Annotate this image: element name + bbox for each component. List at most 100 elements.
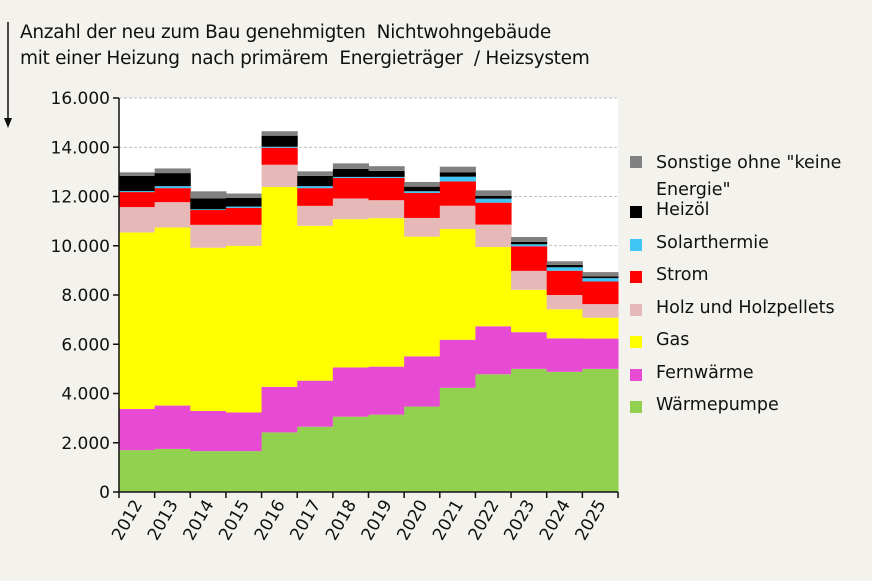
legend-item: Wärmepumpe: [630, 395, 870, 428]
bar-segment-gas: [582, 317, 619, 339]
bar-segment-solarthermie: [439, 176, 476, 182]
bar-segment-fernwärme: [404, 356, 441, 407]
x-tick-label: 2020: [393, 497, 432, 544]
legend-label: Gas: [656, 330, 690, 350]
bar-segment-heizöl: [368, 170, 405, 177]
bar-segment-strom: [154, 188, 191, 203]
bar-segment-holz: [404, 217, 441, 237]
legend-item: Strom: [630, 265, 870, 298]
bar-segment-holz: [154, 202, 191, 228]
bar-segment-wärmepumpe: [511, 368, 548, 492]
bar-segment-holz: [546, 295, 583, 310]
bar-segment-solarthermie: [297, 186, 334, 189]
legend-label: Sonstige ohne "keine Energie": [656, 153, 842, 200]
bar-segment-strom: [225, 207, 263, 225]
x-tick-label: 2025: [572, 497, 611, 544]
bar-segment-sonstige: [190, 191, 227, 199]
legend-label: Heizöl: [656, 200, 710, 220]
bar-segment-heizöl: [119, 175, 156, 192]
y-tick-label: 14.000: [51, 138, 110, 158]
legend: Sonstige ohne "keine Energie" Heizöl Solar…: [630, 150, 870, 428]
bar-segment-gas: [190, 247, 227, 411]
bar-segment-heizöl: [582, 276, 619, 279]
bar-segment-strom: [404, 192, 441, 218]
y-tick-label: 0: [99, 483, 110, 503]
bar-segment-wärmepumpe: [261, 432, 298, 492]
bar-segment-gas: [546, 309, 583, 339]
bar-segment-sonstige: [297, 171, 334, 176]
bar-segment-gas: [404, 236, 441, 357]
bar-segment-solarthermie: [154, 186, 191, 189]
y-tick-label: 8.000: [61, 286, 110, 306]
bar-segment-holz: [190, 224, 227, 248]
bar-segment-fernwärme: [546, 338, 583, 372]
x-tick-label: 2024: [536, 497, 575, 544]
y-tick-label: 10.000: [51, 237, 110, 257]
arrow-down-icon: [4, 118, 12, 128]
legend-label: Holz und Holzpellets: [656, 297, 835, 318]
bar-segment-strom: [119, 192, 156, 208]
x-tick-label: 2021: [429, 497, 468, 544]
x-tick-label: 2017: [286, 497, 325, 544]
bar-segment-strom: [546, 270, 583, 295]
bar-segment-sonstige: [261, 131, 298, 136]
bar-segment-sonstige: [404, 181, 441, 187]
bar-segment-heizöl: [439, 172, 476, 177]
bar-segment-wärmepumpe: [439, 387, 476, 492]
bar-segment-sonstige: [439, 166, 476, 173]
bar-segment-fernwärme: [332, 367, 369, 417]
bar-segment-fernwärme: [261, 386, 298, 433]
bar-segment-holz: [511, 270, 548, 290]
bar-segment-sonstige: [368, 166, 405, 171]
bar-segment-holz: [582, 304, 619, 318]
bar-segment-sonstige: [332, 163, 369, 169]
bar-segment-fernwärme: [439, 339, 476, 388]
bar-segment-wärmepumpe: [225, 451, 263, 492]
bar-segment-wärmepumpe: [154, 448, 191, 492]
bar-segment-sonstige: [225, 193, 263, 198]
bar-segment-wärmepumpe: [582, 368, 619, 492]
legend-item: Gas: [630, 330, 870, 363]
chart-title-line-2: mit einer Heizung nach primärem Energiet…: [20, 48, 590, 69]
bar-segment-fernwärme: [582, 338, 619, 369]
bar-segment-holz: [261, 164, 298, 187]
legend-swatch: [630, 206, 642, 218]
bar-segment-fernwärme: [154, 405, 191, 449]
bar-segment-fernwärme: [475, 326, 512, 375]
bar-segment-gas: [261, 186, 298, 387]
legend-swatch: [630, 401, 642, 413]
bar-segment-wärmepumpe: [190, 451, 227, 492]
x-tick-label: 2013: [144, 497, 183, 544]
x-tick-label: 2014: [179, 497, 218, 544]
bar-segment-sonstige: [119, 172, 156, 176]
bar-segment-holz: [439, 205, 476, 230]
bar-segment-sonstige: [511, 237, 548, 242]
bar-segment-fernwärme: [119, 409, 156, 451]
bar-segment-fernwärme: [190, 410, 227, 452]
legend-item: Heizöl: [630, 200, 870, 233]
bar-segment-holz: [297, 205, 334, 226]
legend-swatch: [630, 271, 642, 283]
bar-segment-solarthermie: [404, 191, 441, 193]
bar-segment-holz: [368, 200, 405, 219]
bar-segment-gas: [154, 227, 191, 406]
bar-segment-holz: [225, 224, 263, 246]
y-tick-label: 6.000: [61, 335, 110, 355]
bar-segment-holz: [475, 224, 512, 247]
legend-swatch: [630, 238, 642, 251]
bar-segment-heizöl: [332, 168, 369, 177]
bar-segment-fernwärme: [511, 332, 548, 369]
y-tick-label: 2.000: [61, 434, 110, 454]
chart-title-line-1: Anzahl der neu zum Bau genehmigten Nicht…: [20, 22, 551, 43]
bar-segment-strom: [511, 246, 548, 271]
bar-segment-holz: [332, 198, 369, 220]
legend-item: Sonstige ohne "keine Energie": [630, 150, 870, 200]
bar-segment-solarthermie: [368, 176, 405, 178]
bar-segment-solarthermie: [261, 146, 298, 148]
bar-segment-heizöl: [511, 241, 548, 245]
bar-segment-solarthermie: [475, 198, 512, 203]
bar-segment-strom: [475, 202, 512, 225]
bar-segment-gas: [119, 232, 156, 410]
legend-item: Solarthermie: [630, 233, 870, 266]
